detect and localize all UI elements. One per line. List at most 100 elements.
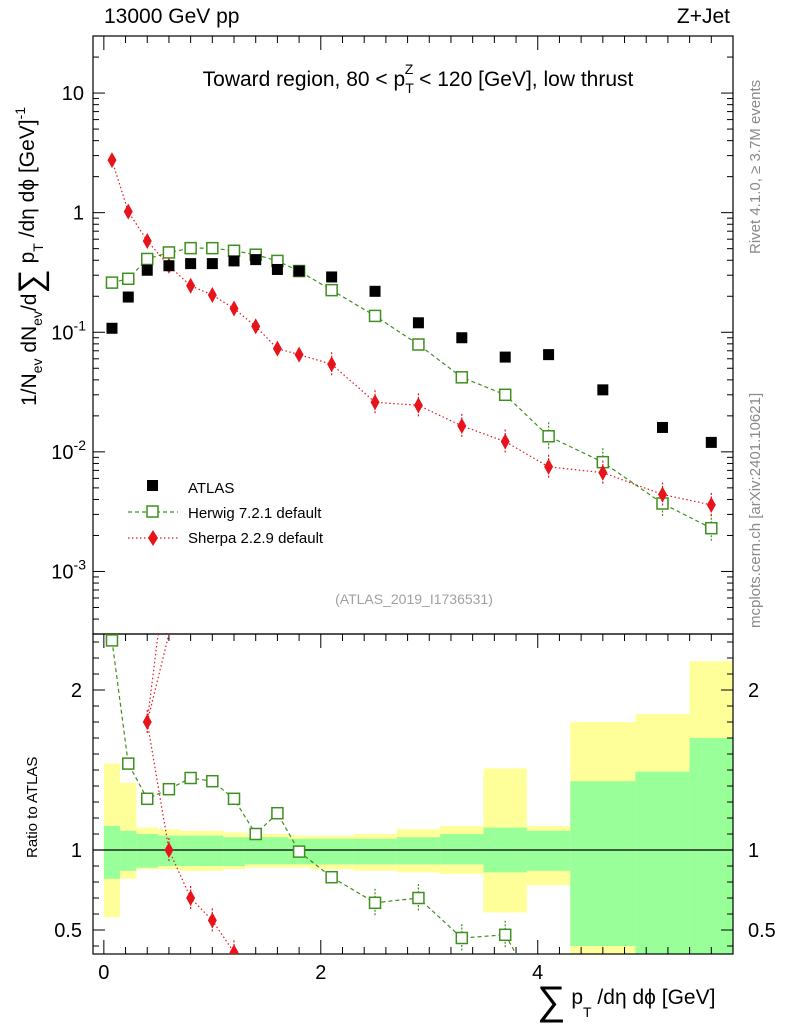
herwig-ratio-point: [412, 891, 425, 905]
herwig-ratio-point: [271, 806, 284, 820]
herwig-point: [455, 371, 469, 384]
ratio-inner-band-bin: [201, 835, 224, 866]
ratio-uncertainty-bands: [93, 661, 733, 954]
main-y-tick-label-exp: -1: [74, 317, 87, 333]
atlas-point: [293, 265, 305, 277]
main-y-tick-label-exp: -3: [74, 556, 87, 572]
herwig-ratio-point: [455, 931, 469, 945]
sherpa-point: [107, 152, 117, 169]
ratio-inner-band-bin: [570, 781, 636, 946]
x-tick-label: 4: [532, 962, 543, 984]
title-sub: T: [405, 80, 414, 96]
atlas-point: [141, 264, 153, 276]
main-y-tick-label: 10-2: [51, 437, 86, 464]
herwig-point: [325, 283, 338, 297]
ratio-y-tick-label-right: 0.5: [748, 920, 776, 942]
herwig-ratio-point: [162, 782, 176, 796]
mcplots-label: mcplots.cern.ch [arXiv:2401.10621]: [747, 393, 764, 628]
sherpa-ratio-point: [229, 944, 239, 954]
ratio-series-layer: [105, 634, 517, 954]
atlas-point: [228, 255, 240, 267]
legend: ATLAS Herwig 7.2.1 default Sherpa 2.2.9 …: [128, 480, 324, 547]
sherpa-point: [413, 397, 423, 414]
herwig-ratio-point: [249, 827, 262, 841]
atlas-point: [705, 436, 717, 448]
herwig-point: [498, 388, 512, 402]
ratio-inner-band-bin: [136, 834, 159, 868]
ylabel-e: /dη dϕ [GeV]: [16, 119, 39, 243]
sherpa-point: [207, 286, 217, 303]
atlas-point: [499, 351, 511, 363]
legend-sherpa-label: Sherpa 2.2.9 default: [188, 530, 324, 547]
main-series-layer: [105, 152, 718, 543]
main-y-tick-label-base: 1: [73, 203, 84, 225]
ylabel-a-sub: ev: [29, 359, 45, 374]
header-right: Z+Jet: [676, 5, 730, 28]
main-y-tick-label-exp: -2: [74, 437, 87, 453]
atlas-point: [656, 421, 668, 433]
herwig-ratio-point: [184, 771, 197, 785]
sherpa-point: [142, 232, 152, 249]
main-title: Toward region, 80 < pTZ < 120 [GeV], low…: [203, 61, 634, 96]
sherpa-line: [111, 159, 712, 506]
atlas-point: [271, 263, 283, 275]
ylabel-d-sub: T: [30, 243, 46, 252]
herwig-point: [227, 244, 241, 258]
ratio-y-tick-label-left: 2: [71, 680, 82, 702]
xlabel-a: p: [566, 986, 584, 1009]
atlas-point: [412, 317, 424, 329]
main-y-tick-label-base: 10: [51, 561, 73, 583]
atlas-point: [597, 384, 609, 396]
atlas-point: [122, 291, 134, 303]
rivet-label: Rivet 4.1.0, ≥ 3.7M events: [747, 80, 764, 254]
herwig-ratio-point: [368, 896, 382, 910]
sherpa-point: [706, 496, 716, 513]
x-tick-label: 2: [315, 962, 326, 984]
sherpa-ratio-point: [164, 842, 174, 858]
sherpa-ratio-point: [186, 890, 196, 906]
ratio-inner-band-bin: [309, 838, 354, 865]
sherpa-point: [294, 346, 304, 363]
herwig-ratio-point: [105, 634, 119, 647]
sherpa-point: [229, 300, 239, 317]
sherpa-point: [186, 277, 196, 294]
herwig-point: [140, 252, 154, 266]
ratio-inner-band-bin: [223, 837, 245, 866]
main-y-tick-label-base: 10: [62, 83, 84, 105]
main-y-tick-label-base: 10: [51, 442, 73, 464]
legend-herwig-label: Herwig 7.2.1 default: [188, 505, 322, 522]
sherpa-point: [544, 458, 554, 475]
herwig-point: [122, 272, 135, 286]
ratio-inner-band-bin: [440, 834, 484, 865]
herwig-ratio-line: [111, 640, 517, 954]
main-y-tick-label: 10-1: [51, 317, 86, 344]
main-y-tick-label: 1: [73, 203, 84, 225]
legend-atlas-label: ATLAS: [188, 480, 234, 497]
ratio-y-tick-label-left: 0.5: [54, 920, 82, 942]
title-sup: Z: [405, 61, 414, 77]
atlas-point: [543, 349, 555, 361]
sherpa-ratio-point: [142, 714, 152, 730]
legend-sherpa-marker: [148, 530, 158, 546]
x-axis: 0 2 4: [98, 36, 734, 984]
x-tick-label: 0: [98, 962, 109, 984]
herwig-point: [412, 338, 425, 351]
ylabel-b-sub: ev: [29, 311, 45, 326]
ratio-inner-band-bin: [120, 830, 137, 871]
herwig-ratio-point: [206, 774, 219, 788]
xlabel-sigma: ∑: [537, 979, 566, 1023]
legend-herwig-marker: [146, 505, 159, 518]
herwig-point: [206, 241, 219, 255]
ylabel-d: p: [16, 252, 39, 270]
title-pre: Toward region, 80 < p: [203, 68, 406, 91]
ylabel-a: 1/N: [18, 373, 41, 406]
ratio-inner-band-bin: [635, 771, 690, 954]
main-y-tick-label: 10-3: [51, 556, 86, 583]
ylabel-b: dN: [18, 326, 41, 359]
ratio-inner-band-bin: [266, 837, 289, 865]
header-left: 13000 GeV pp: [104, 5, 240, 28]
legend-atlas-marker: [147, 480, 158, 491]
herwig-point: [542, 430, 555, 443]
ylabel-c: /d: [18, 294, 41, 312]
